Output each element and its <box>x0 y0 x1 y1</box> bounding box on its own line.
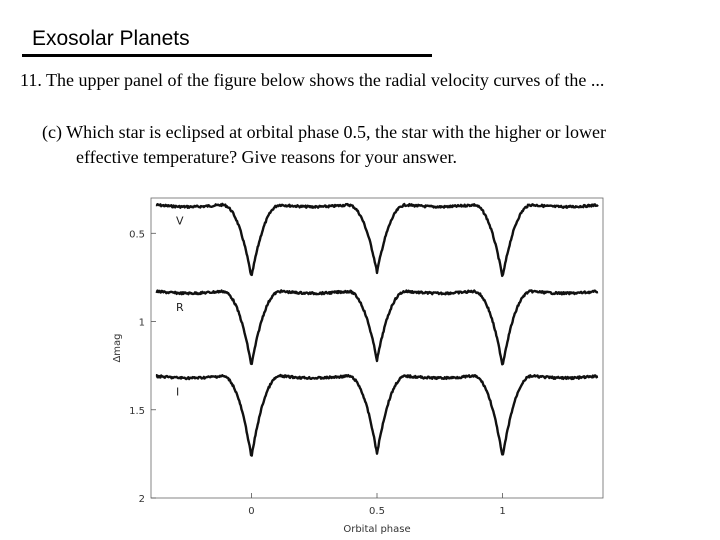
y-axis-ticks: 0.5 1 1.5 2 <box>129 229 156 505</box>
x-axis-ticks: 0 0.5 1 <box>248 493 506 517</box>
y-tick-label: 1 <box>139 318 145 329</box>
series-line-V <box>155 202 599 278</box>
y-tick-label: 2 <box>139 494 145 505</box>
sub-question-line-1: (c) Which star is eclipsed at orbital ph… <box>42 122 606 142</box>
y-tick-label: 0.5 <box>129 229 145 240</box>
band-label-R: R <box>176 301 184 314</box>
title-underline <box>22 54 432 57</box>
lightcurve-chart: 0.511.52 0 0.5 1 VRI Δmag Orbital phase <box>112 197 604 535</box>
band-label-I: I <box>176 386 179 399</box>
slide-title: Exosolar Planets <box>32 27 190 50</box>
series-line-R <box>155 289 599 366</box>
sub-question-line-2: effective temperature? Give reasons for … <box>76 147 457 167</box>
question-text: 11. The upper panel of the figure below … <box>20 70 605 90</box>
x-tick-label: 0 <box>248 506 254 517</box>
light-curves <box>155 202 599 457</box>
y-axis-label: Δmag <box>112 333 123 362</box>
y-tick-label: 1.5 <box>129 406 145 417</box>
sub-question-text: (c) Which star is eclipsed at orbital ph… <box>42 120 702 170</box>
x-tick-label: 0.5 <box>369 506 385 517</box>
series-line-I <box>155 373 599 457</box>
x-tick-label: 1 <box>499 506 505 517</box>
band-label-V: V <box>176 214 184 227</box>
x-axis-label: Orbital phase <box>343 524 410 535</box>
band-labels: V R I <box>176 214 184 398</box>
